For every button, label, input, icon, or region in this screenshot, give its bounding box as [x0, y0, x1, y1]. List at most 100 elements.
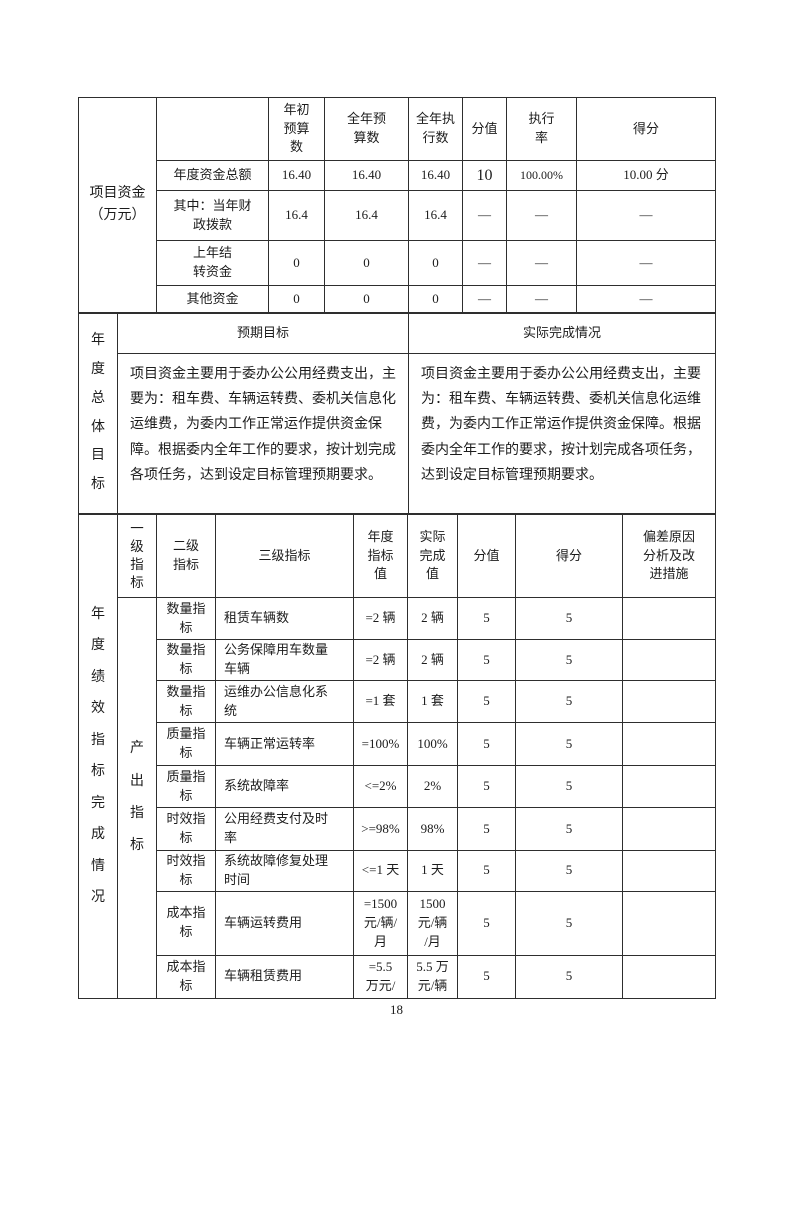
funds-cell-rate: —	[506, 190, 577, 241]
indicators-header-actual: 实际 完成 值	[407, 514, 458, 598]
indicator-row: 成本指 标 车辆运转费用 =1500 元/辆/ 月 1500 元/辆 /月 5 …	[79, 890, 716, 956]
indicator-level2: 时效指 标	[156, 850, 216, 892]
funds-header-score-value: 分值	[462, 97, 507, 161]
funds-cell-execution: 16.4	[408, 190, 463, 241]
indicators-header-row: 年 度 绩 效 指 标 完 成 情 况 一 级 指 标 二级 指标 三级指标 年…	[78, 514, 716, 999]
indicator-row: 质量指 标 系统故障率 <=2% 2% 5 5	[79, 765, 716, 808]
indicator-score-value: 5	[457, 890, 516, 956]
funds-cell-execution: 16.40	[408, 160, 463, 191]
funds-header-annual-execution: 全年执 行数	[408, 97, 463, 161]
indicator-actual: 2 辆	[407, 597, 458, 640]
goal-header-row: 年 度 总 体 目 标 预期目标 实际完成情况	[78, 313, 716, 514]
funds-cell-rate: —	[506, 285, 577, 313]
indicators-header-score: 得分	[515, 514, 623, 598]
indicators-group-label: 年 度 绩 效 指 标 完 成 情 况	[78, 514, 118, 999]
indicators-table: 年 度 绩 效 指 标 完 成 情 况 一 级 指 标 二级 指标 三级指标 年…	[78, 514, 716, 999]
indicator-target: =100%	[353, 722, 408, 766]
funds-row-carryover: 上年结 转资金 0 0 0 — — —	[79, 240, 716, 286]
indicators-header-score-value: 分值	[457, 514, 516, 598]
indicator-actual: 1500 元/辆 /月	[407, 890, 458, 956]
page-number: 18	[390, 1001, 403, 1017]
indicator-target: =5.5 万元/	[353, 954, 408, 999]
indicator-target: =1 套	[353, 680, 408, 723]
goal-body-row: 项目资金主要用于委办公公用经费支出，主要为：租车费、车辆运转费、委机关信息化运维…	[79, 353, 716, 514]
indicator-score: 5	[515, 850, 623, 892]
goal-expected-text: 项目资金主要用于委办公公用经费支出，主要为：租车费、车辆运转费、委机关信息化运维…	[117, 353, 409, 514]
indicator-score-value: 5	[457, 639, 516, 681]
indicator-actual: 2%	[407, 765, 458, 808]
indicator-level2: 数量指 标	[156, 597, 216, 640]
indicator-deviation	[622, 722, 716, 766]
indicator-target: =2 辆	[353, 597, 408, 640]
indicator-score: 5	[515, 807, 623, 851]
indicator-score: 5	[515, 722, 623, 766]
indicator-deviation	[622, 680, 716, 723]
funds-cell-annual: 0	[324, 240, 409, 286]
funds-cell-initial: 16.4	[268, 190, 325, 241]
goal-actual-header: 实际完成情况	[408, 313, 716, 354]
indicator-score-value: 5	[457, 722, 516, 766]
indicator-score: 5	[515, 639, 623, 681]
funds-cell-rate: —	[506, 240, 577, 286]
indicator-level3: 车辆正常运转率	[215, 722, 354, 766]
indicator-level3: 车辆运转费用	[215, 890, 354, 956]
funds-row-label: 其他资金	[156, 285, 269, 313]
funds-cell-execution: 0	[408, 240, 463, 286]
annual-goal-table: 年 度 总 体 目 标 预期目标 实际完成情况 项目资金主要用于委办公公用经费支…	[78, 313, 716, 514]
indicator-score-value: 5	[457, 807, 516, 851]
indicator-level2: 成本指 标	[156, 954, 216, 999]
indicator-level2: 质量指 标	[156, 765, 216, 808]
indicator-row: 数量指 标 公务保障用车数量 车辆 =2 辆 2 辆 5 5	[79, 639, 716, 681]
indicator-actual: 2 辆	[407, 639, 458, 681]
indicator-actual: 100%	[407, 722, 458, 766]
indicator-level3: 租赁车辆数	[215, 597, 354, 640]
indicator-target: =1500 元/辆/ 月	[353, 890, 408, 956]
indicator-deviation	[622, 954, 716, 999]
indicator-score-value: 5	[457, 597, 516, 640]
indicator-deviation	[622, 597, 716, 640]
indicators-header-deviation: 偏差原因 分析及改 进措施	[622, 514, 716, 598]
indicator-level3: 系统故障率	[215, 765, 354, 808]
goal-actual-text: 项目资金主要用于委办公公用经费支出，主要为：租车费、车辆运转费、委机关信息化运维…	[408, 353, 716, 514]
indicator-row: 时效指 标 公用经费支付及时 率 >=98% 98% 5 5	[79, 807, 716, 851]
funds-cell-score-value: 10	[462, 160, 507, 191]
funds-cell-score-value: —	[462, 240, 507, 286]
funds-header-initial-budget: 年初 预算 数	[268, 97, 325, 161]
indicator-actual: 98%	[407, 807, 458, 851]
indicator-level3: 公用经费支付及时 率	[215, 807, 354, 851]
funds-cell-initial: 16.40	[268, 160, 325, 191]
indicators-header-level1: 一 级 指 标	[117, 514, 157, 598]
indicator-score-value: 5	[457, 765, 516, 808]
indicator-actual: 1 套	[407, 680, 458, 723]
funds-cell-score: —	[576, 190, 716, 241]
funds-row-label: 年度资金总额	[156, 160, 269, 191]
indicator-score: 5	[515, 597, 623, 640]
indicator-deviation	[622, 850, 716, 892]
indicator-score: 5	[515, 954, 623, 999]
indicator-actual: 5.5 万 元/辆	[407, 954, 458, 999]
indicator-deviation	[622, 890, 716, 956]
indicator-deviation	[622, 639, 716, 681]
funds-cell-score-value: —	[462, 285, 507, 313]
indicator-row: 时效指 标 系统故障修复处理 时间 <=1 天 1 天 5 5	[79, 850, 716, 892]
indicator-score: 5	[515, 890, 623, 956]
funds-cell-annual: 0	[324, 285, 409, 313]
indicator-score: 5	[515, 765, 623, 808]
indicator-level3: 车辆租赁费用	[215, 954, 354, 999]
indicator-level2: 质量指 标	[156, 722, 216, 766]
indicator-score-value: 5	[457, 954, 516, 999]
indicator-level2: 时效指 标	[156, 807, 216, 851]
indicator-level2: 数量指 标	[156, 680, 216, 723]
indicator-level3: 系统故障修复处理 时间	[215, 850, 354, 892]
funds-row-total: 年度资金总额 16.40 16.40 16.40 10 100.00% 10.0…	[79, 160, 716, 191]
indicator-target: <=2%	[353, 765, 408, 808]
funds-row-label: 其中：当年财 政拨款	[156, 190, 269, 241]
indicator-score-value: 5	[457, 680, 516, 723]
indicator-score-value: 5	[457, 850, 516, 892]
indicator-row: 数量指 标 运维办公信息化系 统 =1 套 1 套 5 5	[79, 680, 716, 723]
indicator-row: 成本指 标 车辆租赁费用 =5.5 万元/ 5.5 万 元/辆 5 5	[79, 954, 716, 999]
funds-group-label: 项目资金 （万元）	[78, 97, 157, 313]
indicator-target: >=98%	[353, 807, 408, 851]
indicator-row: 产 出 指 标 数量指 标 租赁车辆数 =2 辆 2 辆 5 5	[79, 597, 716, 999]
funds-cell-score: —	[576, 240, 716, 286]
